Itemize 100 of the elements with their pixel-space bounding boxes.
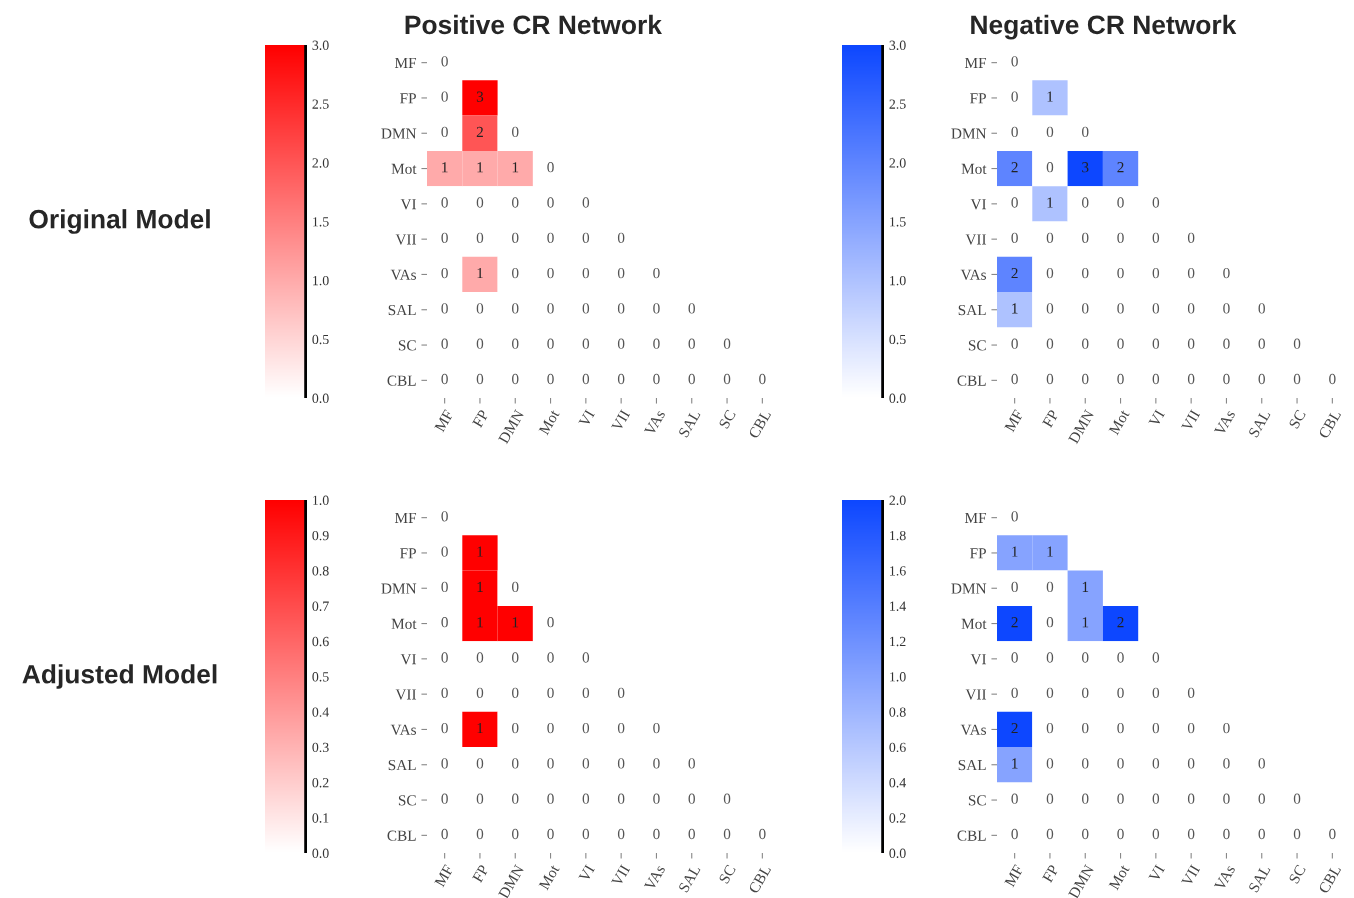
color-bar-label: 1.0 <box>890 672 906 682</box>
x-tick-label: VI <box>1148 864 1165 883</box>
data-label: 0 <box>1223 373 1230 385</box>
y-tick-label: DMN <box>951 128 987 139</box>
chart-title: Positive CR Network <box>405 14 662 35</box>
y-tick-label: CBL <box>387 830 416 841</box>
y-tick-label: VII <box>965 234 987 245</box>
data-label: 0 <box>1011 828 1018 840</box>
data-label: 2 <box>1117 617 1124 628</box>
data-label: 0 <box>1082 828 1089 840</box>
data-label: 0 <box>441 267 448 279</box>
data-label: 1 <box>1012 546 1018 557</box>
data-label: 0 <box>1082 338 1089 349</box>
data-label: 0 <box>441 793 448 804</box>
data-label: 0 <box>441 373 448 385</box>
data-label: 0 <box>1046 793 1054 804</box>
data-label: 1 <box>442 162 448 173</box>
data-label: 0 <box>441 56 448 67</box>
color-bar-label: 1.6 <box>890 566 906 576</box>
y-tick-label: Mot <box>961 618 987 629</box>
data-label: 0 <box>1011 687 1018 698</box>
data-label: 0 <box>441 687 448 698</box>
data-label: 0 <box>1117 652 1124 663</box>
data-label: 0 <box>441 303 448 314</box>
data-label: 0 <box>1082 652 1089 663</box>
data-label: 0 <box>1011 232 1018 243</box>
data-label: 0 <box>512 758 519 769</box>
x-tick-label: FP <box>472 864 489 884</box>
data-label: 1 <box>477 268 483 279</box>
data-label: 0 <box>512 652 519 663</box>
y-tick-label: FP <box>970 93 986 104</box>
data-label: 1 <box>1082 581 1089 592</box>
color-bar-label: 0.0 <box>312 393 329 404</box>
data-label: 0 <box>547 338 554 349</box>
data-label: 0 <box>476 303 484 314</box>
data-label: 0 <box>688 793 695 804</box>
x-tick-label: SAL <box>678 864 701 893</box>
y-tick-label: SAL <box>388 304 416 316</box>
data-label: 0 <box>723 338 731 349</box>
data-label: 1 <box>1047 91 1053 102</box>
x-tick-label: SC <box>1288 409 1306 430</box>
data-label: 0 <box>512 197 519 208</box>
x-tick-label: CBL <box>748 864 772 894</box>
data-label: 2 <box>1011 268 1018 279</box>
data-label: 0 <box>1082 303 1089 314</box>
x-tick-label: SAL <box>678 409 701 438</box>
data-label: 0 <box>1082 722 1089 734</box>
data-label: 0 <box>1082 373 1089 385</box>
y-tick-label: VII <box>395 234 417 245</box>
data-label: 0 <box>582 793 590 804</box>
y-tick-label: SC <box>398 795 416 806</box>
x-tick-label: FP <box>1042 864 1059 884</box>
y-tick-label: FP <box>400 93 416 104</box>
data-label: 1 <box>1047 546 1053 557</box>
data-label: 0 <box>512 828 519 840</box>
data-label: 0 <box>512 373 519 385</box>
chart-title: Negative CR Network <box>971 14 1237 40</box>
data-label: 0 <box>1046 126 1054 138</box>
data-label: 0 <box>1223 828 1230 840</box>
x-tick-label: VII <box>611 864 631 888</box>
color-bar-label: 3.0 <box>312 40 329 51</box>
data-label: 0 <box>723 373 731 385</box>
data-label: 0 <box>1293 338 1301 349</box>
data-label: 0 <box>441 232 448 243</box>
data-label: 0 <box>547 232 554 243</box>
data-label: 0 <box>582 687 590 698</box>
data-label: 0 <box>1187 722 1195 734</box>
y-tick-label: SC <box>398 340 416 351</box>
text: Adjusted Model <box>22 664 217 689</box>
data-label: 0 <box>653 758 660 769</box>
data-label: 0 <box>476 687 484 698</box>
data-label: 0 <box>441 126 448 138</box>
data-label: 0 <box>1223 303 1230 314</box>
x-tick-label: SC <box>718 864 736 885</box>
data-label: 0 <box>1152 793 1160 804</box>
data-label: 0 <box>1152 232 1160 243</box>
data-label: 0 <box>1117 338 1124 349</box>
data-label: 0 <box>441 652 448 663</box>
data-label: 2 <box>1011 723 1018 734</box>
data-label: 0 <box>617 758 625 769</box>
data-label: 0 <box>582 722 590 734</box>
data-label: 0 <box>1117 758 1124 769</box>
data-label: 0 <box>512 581 519 593</box>
data-label: 0 <box>512 793 519 804</box>
data-label: 0 <box>1152 197 1160 208</box>
data-label: 0 <box>547 197 554 208</box>
color-bar-label: 0.9 <box>312 530 329 541</box>
x-tick-label: VI <box>1148 409 1165 428</box>
data-label: 0 <box>1187 338 1195 349</box>
color-bar-label: 0.5 <box>312 672 329 682</box>
color-bar-label: 1.0 <box>313 495 329 506</box>
color-bar-label: 0.7 <box>312 601 329 611</box>
data-label: 0 <box>1223 758 1230 769</box>
color-bar-label: 0.0 <box>889 848 906 859</box>
data-label: 0 <box>653 722 660 734</box>
data-label: 0 <box>582 758 590 769</box>
data-label: 0 <box>1046 687 1054 698</box>
data-label: 0 <box>476 338 484 349</box>
color-bar-label: 0.3 <box>312 742 329 753</box>
data-label: 0 <box>759 828 766 840</box>
